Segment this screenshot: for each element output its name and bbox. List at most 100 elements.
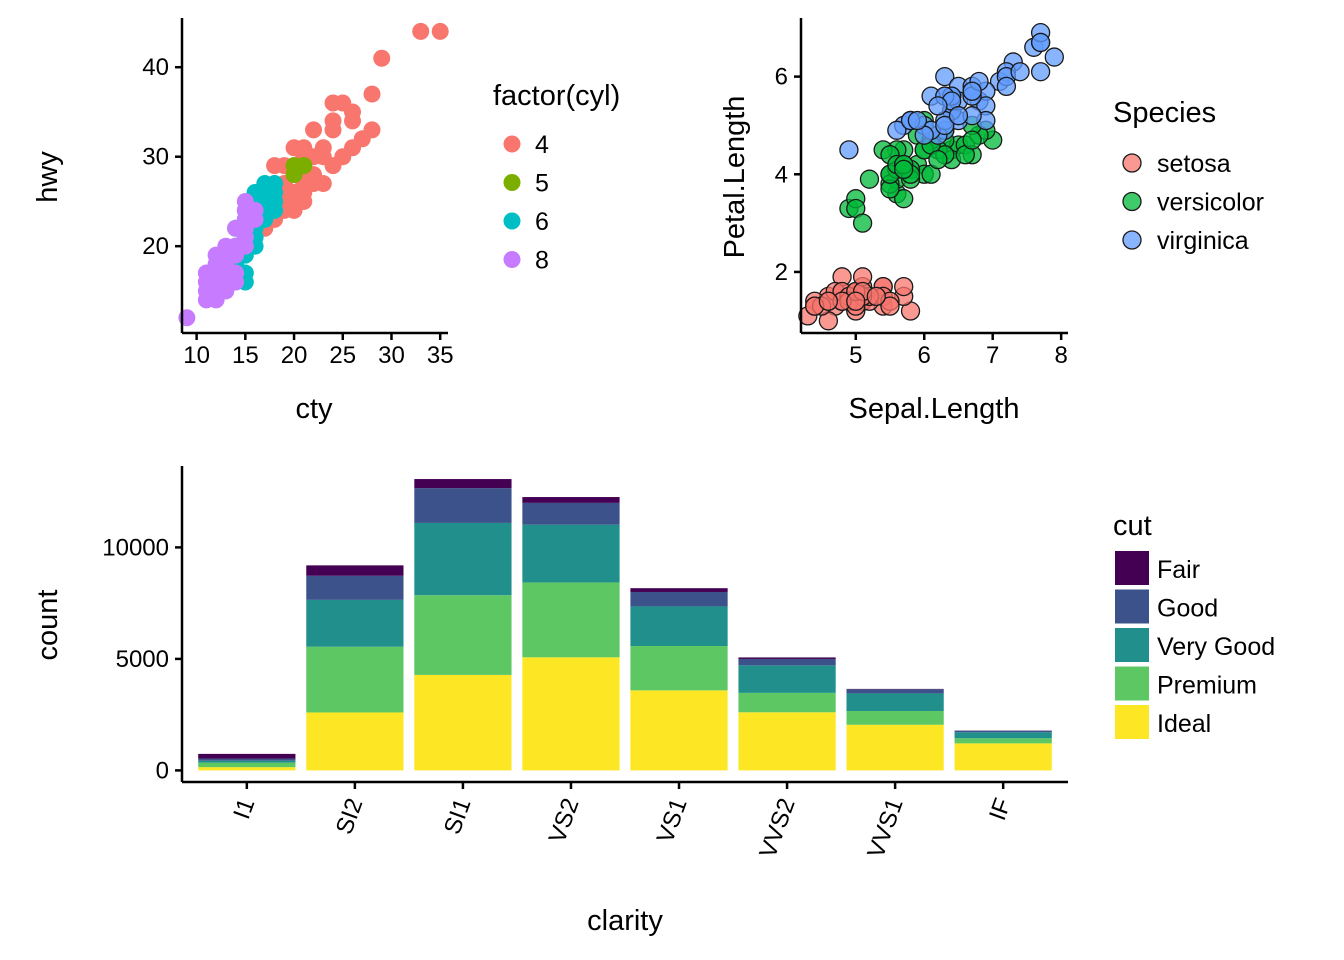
iris-point-virginica [839,140,859,160]
mpg-point-cyl-5 [295,157,313,175]
iris-point-virginica [996,76,1017,97]
diamonds-legend-key-fair [1115,551,1149,585]
bar-IF-good [954,730,1052,733]
iris-legend-label-virginica: virginica [1157,227,1249,255]
iris-point-versicolor [859,169,880,189]
iris-legend-key-setosa [1122,153,1142,173]
iris-legend-items: setosa versicolor virginica [1122,150,1264,255]
bar-VVS2-good [738,658,836,666]
diamonds-legend-label-premium: Premium [1157,672,1257,700]
diamonds-bar-panel: 0 5000 10000 I1 SI2 SI1 VS2 VS1 VVS2 VVS1 IF clari… [32,466,1275,937]
iris-point-setosa [846,291,866,311]
iris-point-versicolor [928,149,948,170]
bar-VS2-good [522,502,620,525]
iris-y-tick-label: 4 [775,161,788,188]
mpg-scatter-panel: 10 15 20 25 30 35 20 30 40 cty hwy factor(cyl) 4… [32,18,620,425]
mpg-legend: factor(cyl) 4 5 6 8 [493,80,620,275]
diamonds-y-tick-label: 10000 [102,534,169,561]
bar-SI2-ideal [306,712,404,771]
mpg-legend-key-8 [503,251,521,268]
bar-VVS2-premium [738,692,836,713]
iris-point-virginica [935,115,955,136]
bar-VS2-very-good [522,524,620,583]
mpg-legend-key-5 [503,174,521,191]
bar-VVS1-good [846,689,944,694]
iris-point-versicolor [894,189,914,209]
iris-x-tick-label: 7 [986,342,999,369]
bar-VS2-fair [522,497,620,503]
diamonds-legend-key-good [1115,589,1149,624]
diamonds-x-tick-label: IF [984,795,1017,824]
mpg-y-axis-title: hwy [32,151,64,203]
mpg-axes: 10 15 20 25 30 35 20 30 40 [142,18,454,369]
mpg-points [178,22,449,327]
diamonds-x-axis-title: clarity [587,905,663,937]
bar-VVS1-premium [846,711,944,725]
iris-legend-key-virginica [1122,230,1142,250]
bar-SI2-fair [306,565,404,576]
iris-point-setosa [818,291,839,311]
diamonds-bars [198,479,1052,771]
iris-point-virginica [948,106,969,126]
iris-legend-label-setosa: setosa [1157,150,1231,178]
iris-y-tick-label: 2 [775,259,788,286]
diamonds-legend-key-ideal [1115,705,1149,739]
iris-axes: 5 6 7 8 2 4 6 [775,18,1068,369]
mpg-x-tick-label: 20 [281,342,308,369]
iris-point-virginica [1030,62,1051,82]
iris-point-virginica [907,110,928,131]
mpg-legend-key-6 [503,212,521,230]
iris-point-virginica [1010,62,1030,82]
mpg-y-tick-label: 20 [142,233,169,260]
bar-SI1-very-good [414,522,512,596]
diamonds-legend-items: Fair Good Very Good Premium Ideal [1115,551,1275,739]
bar-VS2-ideal [522,657,620,771]
iris-scatter-panel: 5 6 7 8 2 4 6 Sepal.Length Petal.Length Specie… [719,18,1264,425]
iris-legend-title: Species [1113,97,1216,129]
iris-point-virginica [1044,47,1064,67]
mpg-point-cyl-4 [412,22,430,40]
diamonds-x-tick-label: I1 [228,795,260,823]
iris-point-virginica [887,120,907,140]
bar-I1-good [198,758,296,761]
mpg-legend-label-6: 6 [535,208,549,236]
iris-points [798,23,1064,331]
diamonds-legend-key-premium [1115,666,1149,701]
iris-x-tick-label: 8 [1054,342,1067,369]
mpg-point-cyl-4 [285,201,303,219]
mpg-legend-items: 4 5 6 8 [503,131,549,275]
bar-I1-very-good [198,760,296,763]
mpg-point-cyl-4 [324,121,342,139]
iris-point-virginica [928,96,948,116]
bar-SI2-premium [306,646,404,713]
diamonds-legend-label-good: Good [1157,595,1218,623]
bar-I1-fair [198,753,296,759]
diamonds-legend-label-fair: Fair [1157,556,1200,584]
bar-VVS2-ideal [738,712,836,771]
mpg-point-cyl-4 [266,157,284,175]
iris-x-tick-label: 6 [918,342,931,369]
mpg-x-tick-label: 10 [183,342,210,369]
mpg-point-cyl-4 [324,157,342,175]
bar-VVS1-ideal [846,724,944,771]
diamonds-legend-title: cut [1113,510,1152,542]
bar-I1-premium [198,762,296,768]
mpg-x-tick-label: 15 [232,342,259,369]
diamonds-x-tick-label: VS2 [544,795,585,847]
diamonds-x-tick-label: VS1 [652,795,693,847]
iris-point-versicolor [852,213,873,233]
bar-IF-very-good [954,732,1052,739]
bar-SI1-fair [414,479,512,489]
diamonds-legend: cut Fair Good Very Good Premium Ideal [1113,510,1275,739]
mpg-legend-label-8: 8 [535,247,549,275]
iris-point-virginica [935,66,955,87]
bar-VS1-premium [630,646,728,691]
mpg-point-cyl-8 [207,291,225,309]
iris-legend-key-versicolor [1122,191,1142,212]
iris-legend-label-versicolor: versicolor [1157,189,1264,217]
mpg-y-tick-label: 40 [142,54,169,81]
iris-x-axis-title: Sepal.Length [849,393,1020,425]
iris-point-versicolor [894,159,914,180]
mpg-point-cyl-4 [314,175,332,193]
diamonds-legend-label-very-good: Very Good [1157,633,1275,661]
